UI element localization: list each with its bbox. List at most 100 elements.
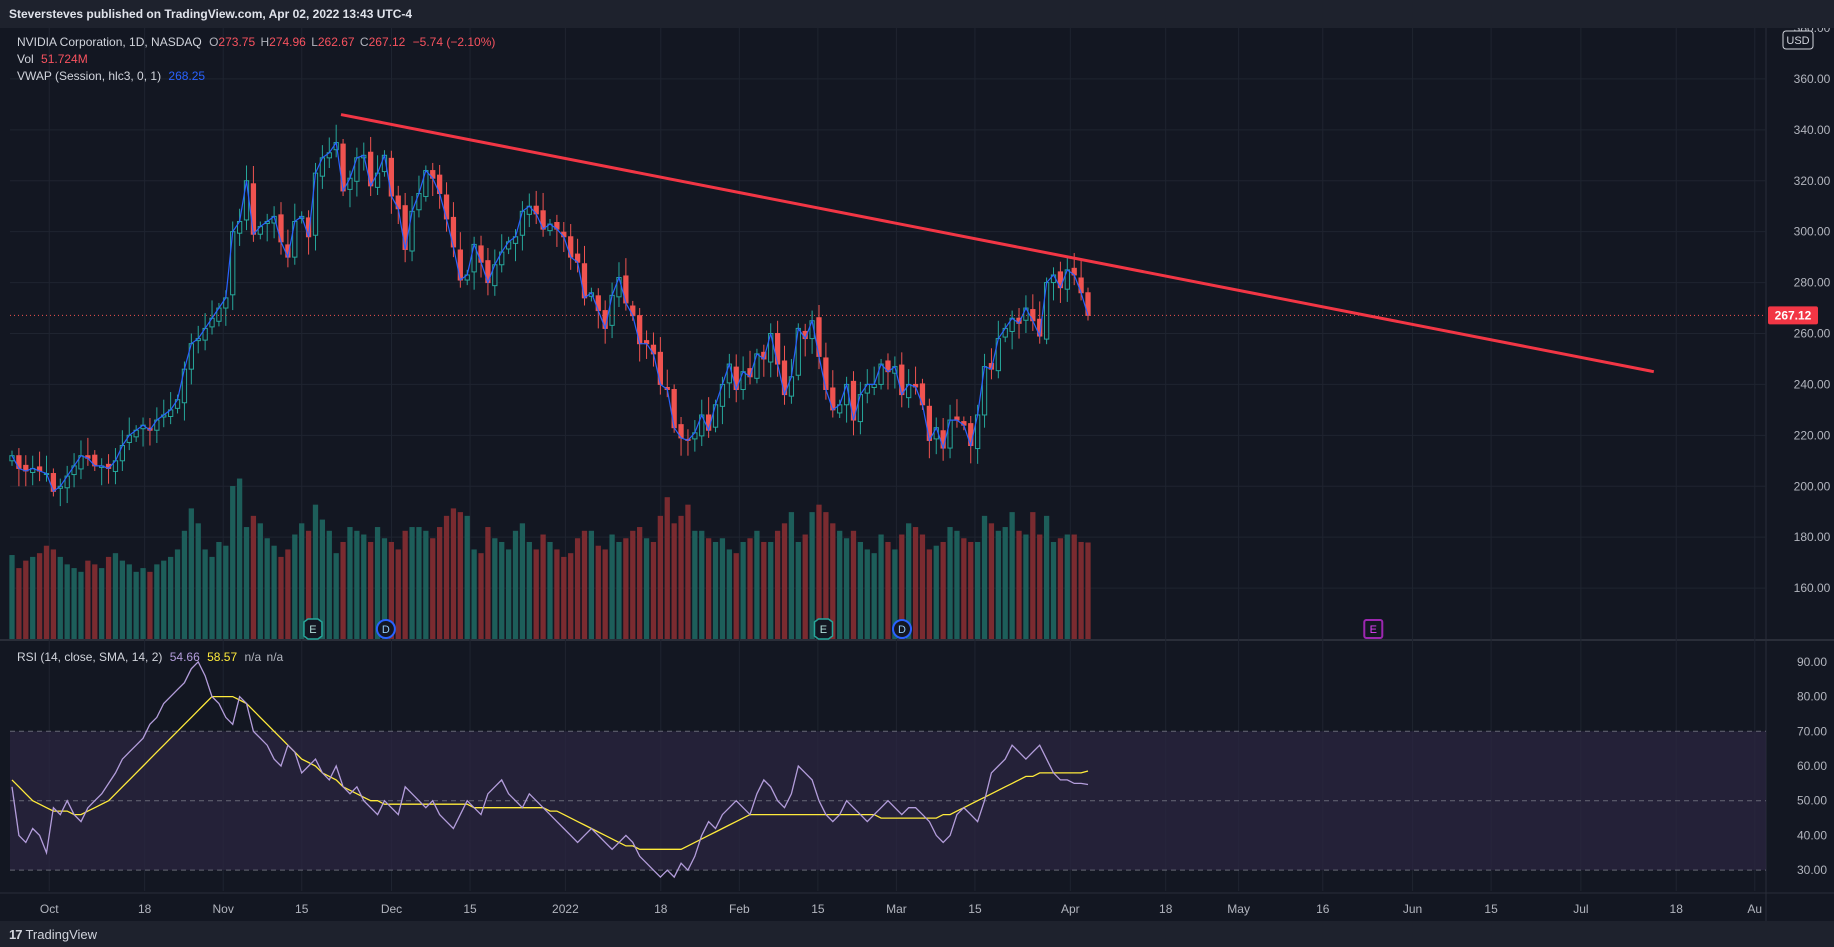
volume-bar [9, 555, 15, 639]
volume-bar [940, 541, 946, 639]
publisher-bar: Steversteves published on TradingView.co… [0, 0, 1834, 28]
volume-bar [850, 530, 857, 639]
time-tick-label: 15 [811, 902, 825, 916]
volume-bar [975, 541, 981, 639]
volume-bar [126, 564, 132, 639]
volume-bar [1002, 527, 1008, 639]
last-price-label: 267.12 [1775, 308, 1812, 322]
volume-bar [409, 527, 415, 639]
symbol-name[interactable]: NVIDIA Corporation, 1D, NASDAQ [17, 35, 202, 49]
volume-bar [740, 541, 746, 639]
volume-bar [492, 538, 498, 639]
volume-bar [312, 504, 319, 639]
volume-bar [1050, 541, 1057, 639]
volume-bar [533, 549, 539, 639]
volume-bar [843, 538, 850, 639]
candle-body [630, 305, 636, 317]
volume-bar [512, 530, 519, 639]
earnings-badge [813, 618, 834, 640]
volume-bar [1030, 512, 1036, 639]
volume-bar [305, 530, 312, 639]
volume-bar [878, 534, 884, 639]
volume-label[interactable]: Vol [17, 52, 34, 66]
rsi-value: 54.66 [169, 650, 200, 664]
volume-bar [1078, 541, 1084, 639]
time-tick-label: 18 [1670, 902, 1684, 916]
volume-bar [188, 508, 194, 639]
volume-bar [140, 568, 146, 639]
high-label: H [260, 35, 270, 49]
volume-bar [643, 538, 650, 639]
volume-bar [892, 549, 898, 639]
volume-bar [837, 530, 843, 639]
close-label: C [359, 35, 369, 49]
event-marker-label: D [382, 624, 390, 636]
time-tick-label: 15 [463, 902, 477, 916]
volume-bar [285, 549, 291, 639]
volume-bar [243, 527, 250, 639]
rsi-label[interactable]: RSI (14, close, SMA, 14, 2) [17, 650, 163, 664]
time-tick-label: Oct [40, 902, 59, 916]
volume-bar [568, 553, 574, 639]
price-tick-label: 280.00 [1794, 276, 1831, 290]
rsi-sma-value: 58.57 [207, 650, 238, 664]
volume-bar [1037, 534, 1043, 639]
volume-bar [726, 549, 732, 639]
volume-bar [450, 508, 457, 639]
volume-bar [685, 504, 691, 639]
volume-bar [809, 512, 815, 639]
time-tick-label: Mar [886, 902, 907, 916]
volume-bar [733, 553, 739, 639]
rsi-tick-label: 60.00 [1797, 759, 1827, 773]
price-tick-label: 180.00 [1794, 530, 1831, 544]
volume-bar [236, 478, 243, 639]
volume-bar [112, 553, 119, 639]
publisher-text: Steversteves published on TradingView.co… [9, 7, 413, 21]
volume-bar [981, 515, 988, 639]
volume-bar [57, 556, 63, 639]
price-tick-label: 200.00 [1794, 479, 1831, 493]
volume-bar [36, 553, 43, 639]
rsi-tick-label: 90.00 [1797, 655, 1827, 669]
candle-body [595, 295, 601, 312]
earnings-upcoming-box [1363, 619, 1384, 639]
tradingview-logo[interactable]: 17 TradingView [9, 927, 97, 942]
currency-badge [1782, 30, 1814, 50]
volume-bar [71, 568, 77, 639]
volume-bar [1043, 515, 1050, 639]
volume-bar [99, 568, 105, 639]
time-tick-label: Au [1747, 902, 1762, 916]
volume-bar [864, 549, 870, 639]
vwap-label[interactable]: VWAP (Session, hlc3, 0, 1) [17, 69, 162, 83]
volume-bar [181, 530, 188, 639]
time-tick-label: 15 [968, 902, 982, 916]
time-tick-label: Apr [1061, 902, 1080, 916]
price-chart[interactable]: 160.00 180.00 200.00 220.00 240.00 260.00 280.… [0, 28, 1834, 921]
earnings-marker-icon: E [303, 618, 323, 640]
volume-bar [457, 512, 463, 639]
volume-bar [547, 541, 553, 639]
volume-bar [588, 530, 595, 639]
price-tick-label: 320.00 [1794, 174, 1831, 188]
volume-bar [195, 523, 201, 639]
volume-bar [119, 560, 125, 639]
volume-bar [133, 571, 139, 639]
price-tick-label: 240.00 [1794, 377, 1831, 391]
price-tick-label: 220.00 [1794, 428, 1831, 442]
volume-bar [1085, 542, 1091, 639]
dividend-marker-icon: D [892, 619, 913, 639]
volume-bar [505, 549, 512, 639]
rsi-na-2: n/a [266, 650, 284, 664]
volume-bar [423, 530, 429, 639]
time-tick-label: 18 [654, 902, 668, 916]
volume-bar [16, 568, 22, 639]
volume-bar [657, 515, 663, 639]
time-tick-label: 15 [295, 902, 309, 916]
volume-bar [499, 541, 505, 639]
volume-bar [361, 534, 367, 639]
volume-bar [630, 530, 636, 639]
volume-bar [1009, 512, 1015, 639]
time-tick-label: 18 [1159, 902, 1173, 916]
volume-bar [395, 549, 401, 639]
volume-bar [712, 541, 719, 639]
